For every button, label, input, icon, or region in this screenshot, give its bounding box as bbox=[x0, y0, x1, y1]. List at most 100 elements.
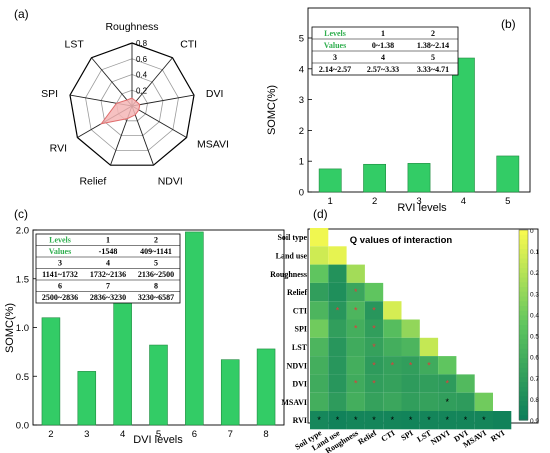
heatmap-row-label: Roughness bbox=[270, 270, 307, 279]
heatmap-cell bbox=[364, 319, 384, 338]
heatmap-cells bbox=[310, 228, 512, 430]
colorbar-segment bbox=[519, 249, 528, 255]
heatmap-cell bbox=[310, 411, 329, 430]
heatmap-cell bbox=[310, 264, 329, 283]
heatmap-column-label: NDVI bbox=[429, 428, 451, 446]
bar bbox=[496, 155, 520, 193]
heatmap-cell bbox=[438, 392, 457, 411]
colorbar-segment bbox=[519, 258, 528, 264]
significance-mark: * bbox=[427, 360, 431, 370]
table-cell: 7 bbox=[106, 282, 110, 291]
colorbar-segment bbox=[519, 410, 528, 416]
bar bbox=[77, 371, 97, 426]
heatmap-cell bbox=[328, 301, 347, 320]
heatmap-cell bbox=[401, 374, 420, 393]
colorbar-tick-label: 0.2 bbox=[530, 270, 539, 277]
colorbar-segment bbox=[519, 277, 528, 283]
y-tick-label: 1 bbox=[299, 157, 304, 168]
x-tick-label: 1 bbox=[328, 196, 333, 207]
panel-b-y-title: SOMC(%) bbox=[266, 85, 278, 135]
radar-axis-labels: Roughness CTI DVI MSAVI NDVI Relief RVI SPI LST bbox=[41, 21, 229, 188]
radar-axis-label: NDVI bbox=[158, 176, 183, 188]
table-cell: 1.38~2.14 bbox=[417, 41, 449, 50]
significance-mark: * bbox=[409, 360, 413, 370]
heatmap-cell bbox=[419, 411, 439, 430]
heatmap-row-label: Land use bbox=[276, 251, 308, 260]
radar-grid-ring bbox=[100, 74, 164, 137]
heatmap-cell bbox=[310, 374, 329, 393]
colorbar-segment bbox=[519, 310, 528, 317]
colorbar-segment bbox=[519, 358, 528, 364]
heatmap-cell bbox=[438, 374, 457, 393]
significance-mark: * bbox=[391, 415, 395, 425]
heatmap-cell bbox=[419, 356, 439, 375]
bar bbox=[149, 344, 168, 426]
colorbar-segment bbox=[519, 234, 528, 241]
table-cell: 2836~3230 bbox=[90, 293, 126, 302]
colorbar-tick-label: 0.7 bbox=[530, 376, 539, 383]
table-cell: 2 bbox=[431, 29, 435, 38]
table-cell: 3 bbox=[58, 259, 62, 268]
x-tick-label: 4 bbox=[461, 196, 466, 207]
colorbar-segment bbox=[519, 315, 528, 321]
y-tick-label: 0 bbox=[299, 188, 304, 199]
significance-mark: * bbox=[372, 415, 376, 425]
table-cell: 1141~1732 bbox=[42, 270, 78, 279]
colorbar-tick-label: 0.4 bbox=[530, 312, 539, 319]
colorbar-segment bbox=[519, 287, 528, 293]
heatmap-cell bbox=[328, 282, 347, 302]
colorbar-segment bbox=[519, 405, 528, 412]
heatmap-cell bbox=[419, 392, 439, 411]
radar-spoke bbox=[131, 105, 154, 166]
significance-mark: * bbox=[445, 379, 449, 389]
heatmap-cell bbox=[328, 337, 347, 357]
colorbar-segment bbox=[519, 253, 528, 260]
heatmap-row-label: SPI bbox=[295, 325, 307, 334]
heatmap-cell bbox=[456, 411, 475, 430]
heatmap-cell bbox=[383, 337, 402, 357]
heatmap-cell bbox=[364, 301, 384, 320]
x-tick-label: 6 bbox=[192, 429, 197, 440]
colorbar-segment bbox=[519, 301, 528, 307]
heatmap-row-label: MSAVI bbox=[281, 398, 307, 407]
y-tick-label: 4 bbox=[299, 64, 304, 75]
x-tick-label: 3 bbox=[416, 196, 421, 207]
colorbar-segment bbox=[519, 291, 528, 298]
colorbar-segment bbox=[519, 296, 528, 302]
radar-spoke bbox=[131, 57, 173, 107]
heatmap-cell bbox=[419, 337, 439, 357]
radar-spoke bbox=[91, 57, 133, 107]
heatmap-cell bbox=[474, 392, 493, 411]
heatmap-cell bbox=[401, 411, 420, 430]
heatmap-row-label: CTI bbox=[293, 306, 307, 315]
colorbar-segment bbox=[519, 372, 528, 378]
heatmap-cell bbox=[346, 319, 365, 338]
radar-axis-label: SPI bbox=[41, 88, 58, 100]
heatmap-cell bbox=[310, 392, 329, 411]
bar bbox=[185, 231, 204, 426]
table-cell: 2136~2500 bbox=[138, 270, 174, 279]
significance-mark: * bbox=[372, 324, 376, 334]
colorbar-segment bbox=[519, 401, 528, 407]
x-tick-label: 7 bbox=[228, 429, 233, 440]
heatmap-significance-marks: * * * * * * * * * * * * * * * * * * * * * * * * * bbox=[317, 287, 486, 425]
colorbar-segment bbox=[519, 244, 528, 250]
heatmap-cell bbox=[346, 282, 365, 302]
heatmap-cell bbox=[364, 356, 384, 375]
colorbar-segment bbox=[519, 344, 528, 350]
colorbar-segment bbox=[519, 329, 528, 336]
significance-mark: * bbox=[354, 305, 358, 315]
heatmap-cell bbox=[364, 392, 384, 411]
heatmap-row-labels: Soil type Land use Roughness Relief CTI SPI LS… bbox=[270, 233, 308, 425]
bar bbox=[318, 168, 342, 193]
table-cell: 1 bbox=[381, 29, 385, 38]
heatmap-column-label: Relief bbox=[356, 428, 378, 446]
heatmap-cell bbox=[310, 282, 329, 302]
significance-mark: * bbox=[354, 379, 358, 389]
table-cell: 5 bbox=[154, 259, 158, 268]
significance-mark: * bbox=[445, 415, 449, 425]
heatmap-cell bbox=[364, 282, 384, 302]
heatmap-cell bbox=[438, 356, 457, 375]
table-cell: 1732~2136 bbox=[90, 270, 126, 279]
